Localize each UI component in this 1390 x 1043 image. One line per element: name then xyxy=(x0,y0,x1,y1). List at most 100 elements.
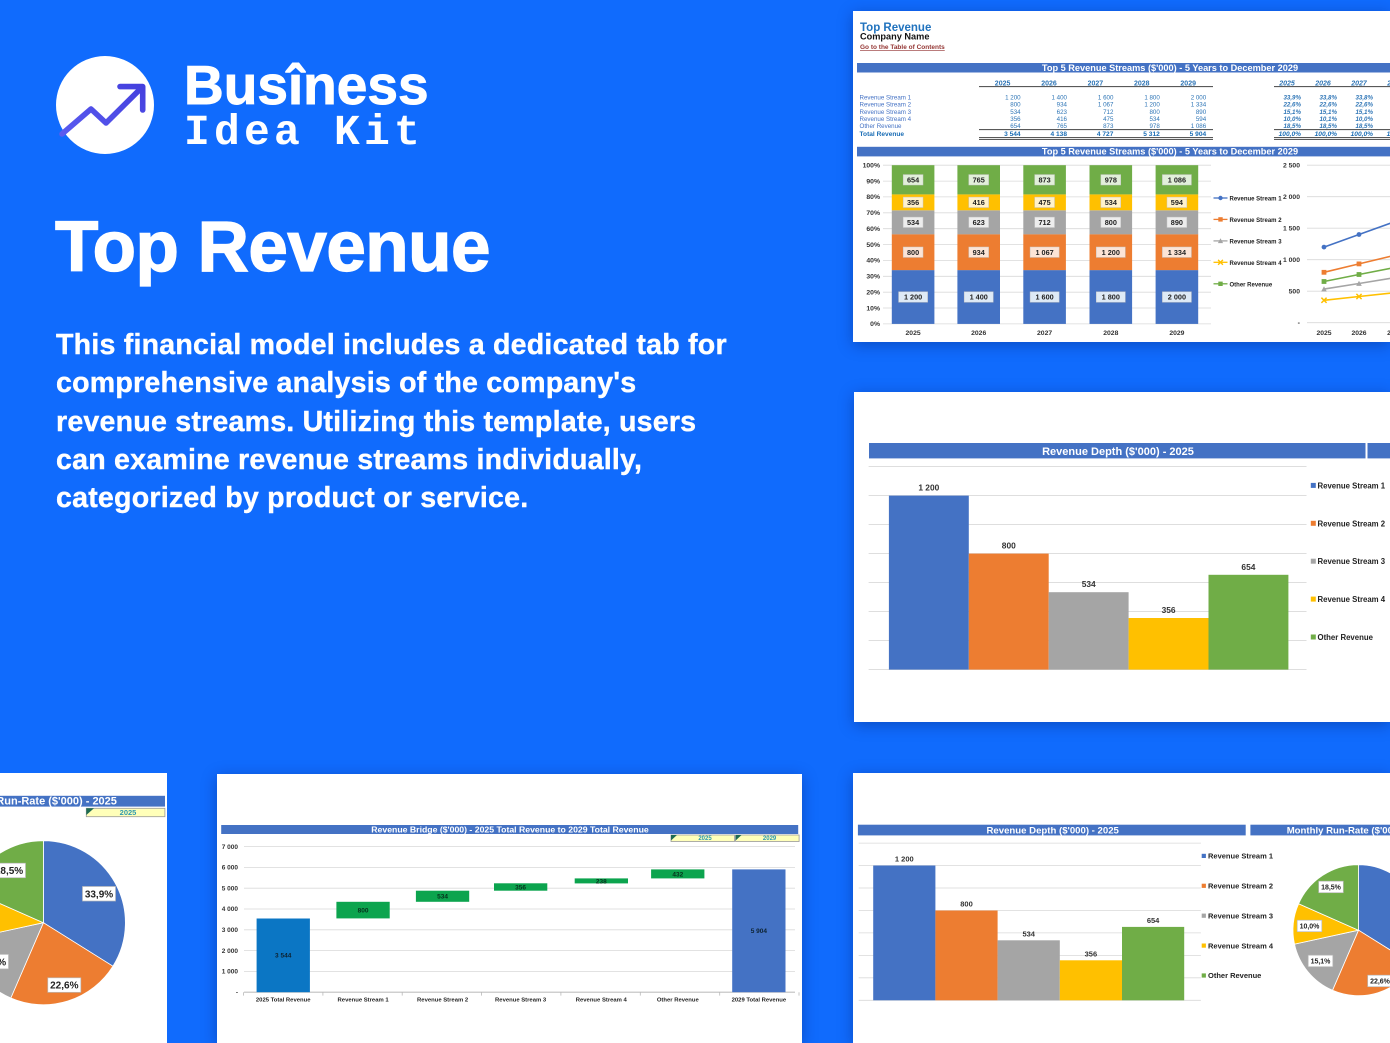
svg-text:534: 534 xyxy=(907,218,920,227)
svg-text:10,0%: 10,0% xyxy=(1355,116,1373,123)
svg-text:2026: 2026 xyxy=(1041,81,1057,88)
svg-text:22,6%: 22,6% xyxy=(50,981,78,992)
svg-text:2025: 2025 xyxy=(120,808,137,817)
svg-text:2027: 2027 xyxy=(1350,81,1368,88)
svg-text:Top 5 Revenue Streams ($'000): Top 5 Revenue Streams ($'000) - 5 Years … xyxy=(1042,147,1298,157)
svg-text:33,8%: 33,8% xyxy=(1319,95,1337,102)
svg-text:30%: 30% xyxy=(866,274,880,281)
svg-text:7 000: 7 000 xyxy=(222,844,239,851)
svg-text:Revenue Stream 3: Revenue Stream 3 xyxy=(1318,557,1386,566)
svg-text:1 800: 1 800 xyxy=(1144,95,1160,102)
svg-text:Monthly Run-Rate ($'000) - 202: Monthly Run-Rate ($'000) - 2025 xyxy=(1287,825,1390,836)
svg-text:356: 356 xyxy=(1162,605,1176,615)
svg-text:33,9%: 33,9% xyxy=(85,889,113,900)
svg-text:712: 712 xyxy=(1103,109,1114,116)
svg-text:Revenue Stream 1: Revenue Stream 1 xyxy=(1318,481,1386,490)
svg-text:4 138: 4 138 xyxy=(1050,131,1067,138)
svg-text:100,0%: 100,0% xyxy=(1387,131,1390,138)
svg-text:1 500: 1 500 xyxy=(1283,226,1300,233)
svg-text:934: 934 xyxy=(973,248,986,257)
svg-text:800: 800 xyxy=(907,248,919,257)
svg-text:100%: 100% xyxy=(863,163,880,170)
svg-text:978: 978 xyxy=(1105,175,1117,184)
svg-text:-: - xyxy=(1298,320,1301,327)
svg-text:15,1%: 15,1% xyxy=(0,957,6,968)
svg-text:2026: 2026 xyxy=(1351,330,1366,337)
svg-text:534: 534 xyxy=(1010,109,1021,116)
svg-text:2029: 2029 xyxy=(1180,81,1196,88)
svg-text:5 904: 5 904 xyxy=(1190,131,1207,138)
svg-text:22,6%: 22,6% xyxy=(1370,979,1390,986)
svg-text:1 600: 1 600 xyxy=(1035,293,1053,302)
svg-text:1 067: 1 067 xyxy=(1098,102,1114,109)
svg-text:416: 416 xyxy=(973,198,985,207)
svg-text:2 000: 2 000 xyxy=(1168,293,1186,302)
svg-text:4 000: 4 000 xyxy=(222,906,239,913)
svg-text:20%: 20% xyxy=(866,290,880,297)
svg-text:60%: 60% xyxy=(866,226,880,233)
svg-text:800: 800 xyxy=(1105,218,1117,227)
svg-text:6 000: 6 000 xyxy=(222,865,239,872)
svg-text:Other Revenue: Other Revenue xyxy=(1318,633,1374,642)
svg-text:2025: 2025 xyxy=(1316,330,1331,337)
svg-text:15,1%: 15,1% xyxy=(1319,109,1337,116)
svg-text:1 800: 1 800 xyxy=(1102,293,1120,302)
svg-text:15,1%: 15,1% xyxy=(1283,109,1301,116)
svg-text:2 000: 2 000 xyxy=(1191,95,1207,102)
svg-text:18,5%: 18,5% xyxy=(1355,123,1373,130)
svg-text:2025: 2025 xyxy=(1278,81,1295,88)
svg-text:Revenue Stream 4: Revenue Stream 4 xyxy=(1208,941,1274,950)
svg-text:1 200: 1 200 xyxy=(918,483,939,493)
svg-text:Revenue Stream 4: Revenue Stream 4 xyxy=(1318,595,1386,604)
svg-text:Other Revenue: Other Revenue xyxy=(1230,283,1273,289)
svg-text:1 200: 1 200 xyxy=(895,855,914,864)
svg-text:654: 654 xyxy=(1241,562,1255,572)
svg-text:Revenue Depth ($'000) - 2025: Revenue Depth ($'000) - 2025 xyxy=(1042,446,1194,458)
svg-text:654: 654 xyxy=(907,175,920,184)
svg-text:1 086: 1 086 xyxy=(1168,175,1186,184)
svg-text:1 200: 1 200 xyxy=(904,293,922,302)
svg-text:873: 873 xyxy=(1039,175,1051,184)
svg-text:2026: 2026 xyxy=(971,330,986,337)
svg-text:475: 475 xyxy=(1103,116,1114,123)
svg-text:712: 712 xyxy=(1039,218,1051,227)
svg-text:475: 475 xyxy=(1039,198,1051,207)
svg-text:1 200: 1 200 xyxy=(1005,95,1021,102)
svg-text:2028: 2028 xyxy=(1103,330,1118,337)
svg-text:Revenue Stream 4: Revenue Stream 4 xyxy=(576,998,628,1004)
svg-text:534: 534 xyxy=(437,894,448,901)
svg-text:800: 800 xyxy=(1010,102,1021,109)
svg-text:3 544: 3 544 xyxy=(1004,131,1021,138)
svg-text:356: 356 xyxy=(1010,116,1021,123)
svg-text:356: 356 xyxy=(515,884,526,891)
svg-text:2025 Total Revenue: 2025 Total Revenue xyxy=(256,998,311,1004)
svg-text:80%: 80% xyxy=(866,194,880,201)
svg-text:Revenue Stream 4: Revenue Stream 4 xyxy=(1230,261,1283,267)
svg-text:Go to the Table of Contents: Go to the Table of Contents xyxy=(860,44,945,51)
svg-text:873: 873 xyxy=(1103,123,1114,130)
svg-text:1 200: 1 200 xyxy=(1102,248,1120,257)
svg-text:100,0%: 100,0% xyxy=(1315,131,1338,138)
svg-text:Revenue Stream 3: Revenue Stream 3 xyxy=(1230,240,1283,246)
svg-text:4 727: 4 727 xyxy=(1097,131,1114,138)
svg-text:3 544: 3 544 xyxy=(275,953,292,960)
svg-text:2027: 2027 xyxy=(1037,330,1052,337)
svg-text:-: - xyxy=(236,989,238,996)
svg-text:Revenue Stream 1: Revenue Stream 1 xyxy=(1230,197,1283,203)
svg-text:238: 238 xyxy=(596,878,607,885)
svg-text:534: 534 xyxy=(1082,579,1096,589)
svg-text:5 904: 5 904 xyxy=(751,928,768,935)
svg-text:1 067: 1 067 xyxy=(1035,248,1053,257)
svg-text:3 000: 3 000 xyxy=(222,927,239,934)
svg-text:623: 623 xyxy=(973,218,985,227)
svg-text:356: 356 xyxy=(1085,949,1098,958)
svg-text:534: 534 xyxy=(1022,929,1035,938)
svg-text:594: 594 xyxy=(1171,198,1184,207)
svg-text:Top Revenue: Top Revenue xyxy=(860,22,931,34)
svg-text:1 334: 1 334 xyxy=(1191,102,1207,109)
svg-text:Revenue Stream 4: Revenue Stream 4 xyxy=(860,116,912,123)
svg-text:10,0%: 10,0% xyxy=(1283,116,1301,123)
svg-text:1 000: 1 000 xyxy=(1283,257,1300,264)
svg-text:416: 416 xyxy=(1057,116,1068,123)
svg-text:15,1%: 15,1% xyxy=(1355,109,1373,116)
